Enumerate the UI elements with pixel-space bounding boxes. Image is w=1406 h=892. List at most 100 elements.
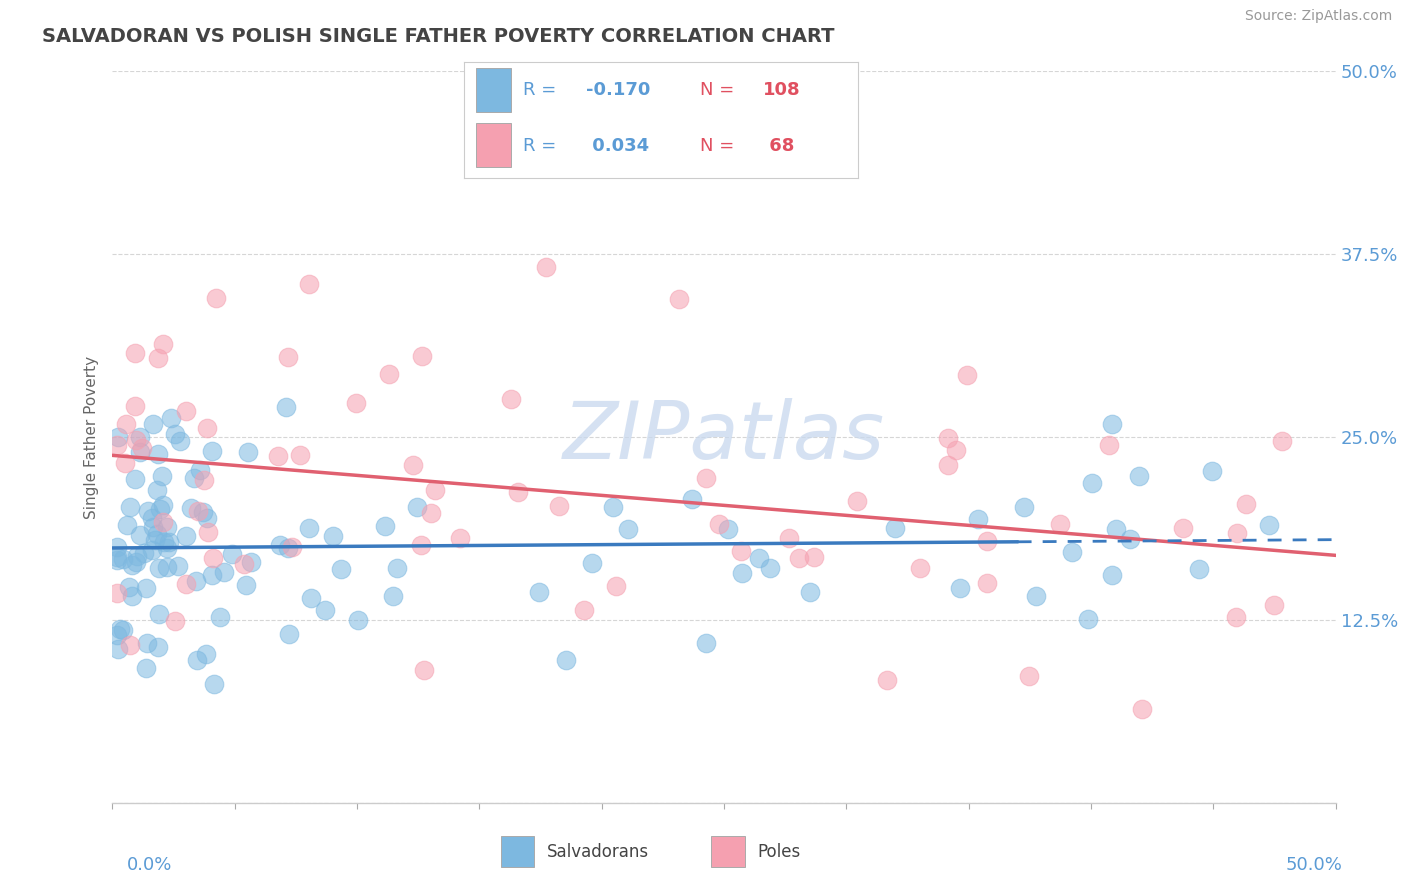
Point: [186, 653, 208, 667]
Point: [121, 558, 143, 573]
Point: [605, 578, 627, 592]
Point: [976, 576, 998, 591]
Point: [233, 557, 256, 571]
Point: [197, 525, 219, 540]
Point: [1263, 598, 1285, 612]
Point: [142, 520, 165, 534]
Point: [1118, 532, 1140, 546]
Point: [1128, 468, 1150, 483]
Point: [205, 291, 228, 305]
Point: [1171, 521, 1194, 535]
Text: N =: N =: [700, 137, 740, 155]
Bar: [475, 68, 512, 112]
Point: [105, 553, 128, 567]
Point: [128, 430, 150, 444]
Point: [145, 527, 167, 541]
Point: [1226, 525, 1249, 540]
Point: [107, 641, 129, 656]
Point: [184, 574, 207, 589]
Point: [803, 549, 825, 564]
Point: [385, 561, 408, 575]
Point: [1098, 437, 1121, 451]
Point: [152, 336, 174, 351]
Point: [195, 511, 218, 525]
Point: [128, 528, 150, 542]
Point: [236, 445, 259, 459]
Point: [187, 503, 209, 517]
Point: [134, 546, 156, 560]
Point: [201, 443, 224, 458]
Point: [617, 522, 640, 536]
Point: [193, 473, 215, 487]
Point: [176, 529, 198, 543]
Point: [156, 519, 179, 533]
Point: [165, 614, 187, 628]
Text: Salvadorans: Salvadorans: [547, 843, 650, 861]
Point: [266, 449, 288, 463]
Point: [146, 640, 169, 654]
Point: [180, 500, 202, 515]
Text: SALVADORAN VS POLISH SINGLE FATHER POVERTY CORRELATION CHART: SALVADORAN VS POLISH SINGLE FATHER POVER…: [42, 27, 835, 45]
Point: [124, 472, 146, 486]
Point: [406, 500, 429, 515]
Point: [572, 603, 595, 617]
Point: [105, 540, 128, 554]
Point: [125, 555, 148, 569]
Point: [936, 458, 959, 472]
Point: [152, 515, 174, 529]
Point: [1060, 545, 1083, 559]
Point: [111, 551, 134, 566]
Point: [169, 434, 191, 448]
Point: [681, 491, 703, 506]
Y-axis label: Single Father Poverty: Single Father Poverty: [84, 356, 100, 518]
Text: 50.0%: 50.0%: [1286, 856, 1343, 874]
Point: [152, 498, 174, 512]
Point: [554, 653, 576, 667]
Point: [277, 351, 299, 365]
Point: [136, 503, 159, 517]
Point: [695, 635, 717, 649]
Text: Poles: Poles: [758, 843, 801, 861]
Point: [135, 661, 157, 675]
Point: [194, 647, 217, 661]
Point: [884, 521, 907, 535]
Point: [411, 349, 433, 363]
Point: [156, 560, 179, 574]
Point: [377, 367, 399, 381]
Point: [420, 506, 443, 520]
Point: [581, 556, 603, 570]
Point: [449, 532, 471, 546]
Text: 0.0%: 0.0%: [127, 856, 172, 874]
Point: [1130, 702, 1153, 716]
Point: [105, 437, 128, 451]
Point: [107, 550, 129, 565]
Point: [731, 566, 754, 581]
Point: [976, 533, 998, 548]
Point: [118, 638, 141, 652]
Point: [707, 517, 730, 532]
Text: N =: N =: [700, 81, 740, 99]
Point: [152, 535, 174, 549]
Point: [845, 493, 868, 508]
Point: [298, 521, 321, 535]
Point: [221, 547, 243, 561]
Point: [412, 663, 434, 677]
Text: 108: 108: [763, 81, 801, 99]
Point: [1188, 562, 1211, 576]
Point: [125, 433, 148, 447]
Point: [148, 560, 170, 574]
Point: [299, 591, 322, 606]
Point: [401, 458, 423, 472]
Point: [1101, 567, 1123, 582]
Point: [156, 541, 179, 555]
Point: [529, 584, 551, 599]
Point: [107, 430, 129, 444]
Point: [423, 483, 446, 497]
Point: [149, 502, 172, 516]
Text: 68: 68: [763, 137, 794, 155]
Point: [277, 627, 299, 641]
Point: [108, 622, 131, 636]
Point: [124, 399, 146, 413]
Point: [547, 499, 569, 513]
Point: [148, 607, 170, 622]
